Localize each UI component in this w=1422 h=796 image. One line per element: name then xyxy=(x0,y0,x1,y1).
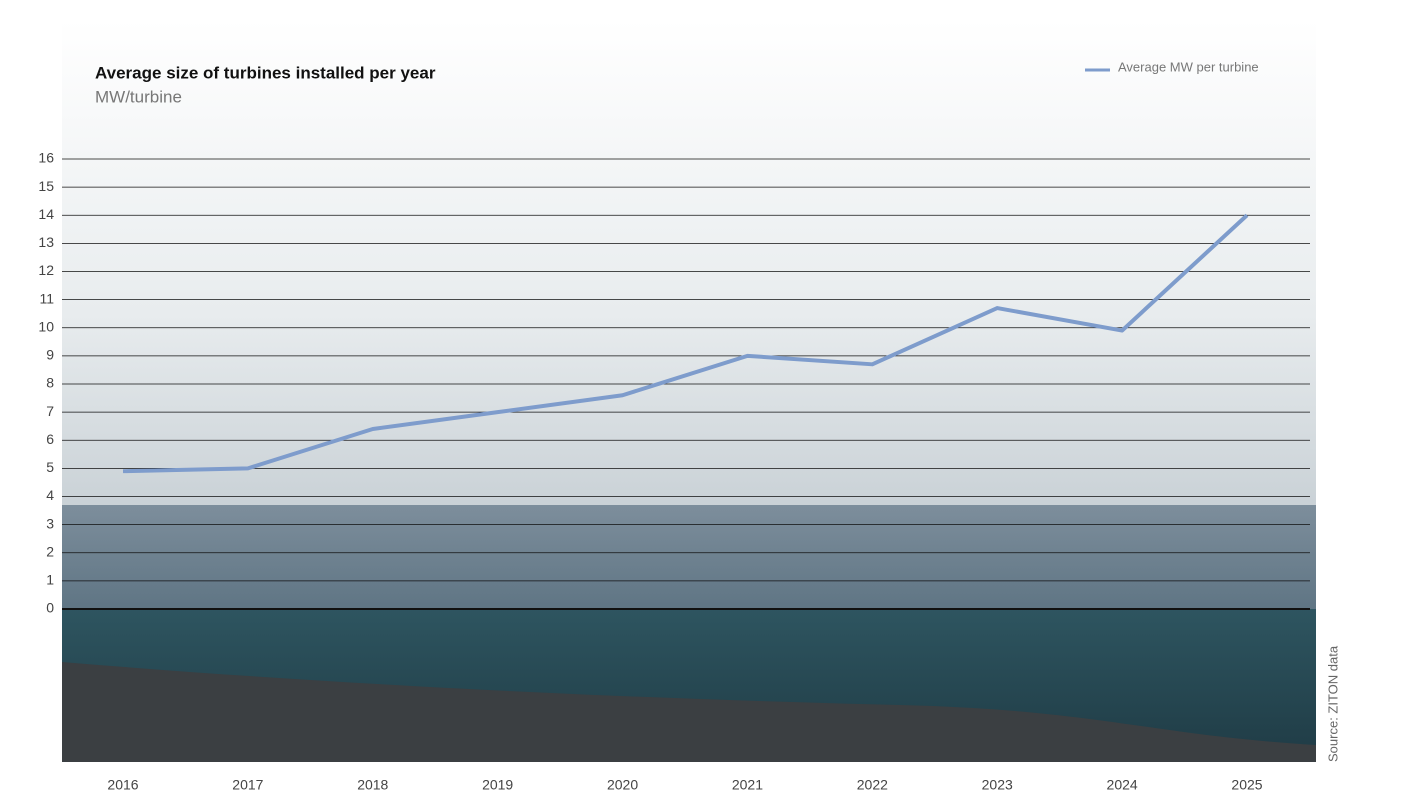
y-tick-label: 16 xyxy=(38,150,54,166)
legend-label: Average MW per turbine xyxy=(1118,59,1259,74)
x-tick-label: 2016 xyxy=(107,777,138,793)
chart-subtitle: MW/turbine xyxy=(95,87,182,106)
x-tick-label: 2022 xyxy=(857,777,888,793)
x-tick-label: 2023 xyxy=(982,777,1013,793)
data-line xyxy=(122,213,1249,474)
source: Source: ZITON data xyxy=(1325,645,1340,762)
y-tick-label: 0 xyxy=(46,600,54,616)
y-tick-label: 4 xyxy=(46,487,54,503)
y-tick-label: 3 xyxy=(46,515,54,531)
y-tick-label: 13 xyxy=(38,234,54,250)
y-tick-label: 1 xyxy=(46,572,54,588)
x-tick-label: 2019 xyxy=(482,777,513,793)
y-tick-label: 11 xyxy=(39,290,54,306)
x-tick-label: 2017 xyxy=(232,777,263,793)
chart-title: Average size of turbines installed per y… xyxy=(95,63,436,82)
y-tick-label: 9 xyxy=(46,347,54,363)
x-tick-label: 2024 xyxy=(1107,777,1138,793)
x-tick-label: 2018 xyxy=(357,777,388,793)
x-tick-label: 2021 xyxy=(732,777,763,793)
y-tick-label: 15 xyxy=(38,178,54,194)
y-tick-label: 2 xyxy=(46,543,54,559)
y-tick-label: 8 xyxy=(46,375,54,391)
y-tick-label: 12 xyxy=(38,262,54,278)
x-tick-label: 2020 xyxy=(607,777,638,793)
y-tick-label: 5 xyxy=(46,459,54,475)
background xyxy=(62,20,1316,762)
y-tick-label: 14 xyxy=(38,206,54,222)
y-tick-label: 10 xyxy=(38,318,54,334)
y-tick-label: 6 xyxy=(46,431,54,447)
x-tick-label: 2025 xyxy=(1231,777,1262,793)
y-tick-label: 7 xyxy=(46,403,54,419)
